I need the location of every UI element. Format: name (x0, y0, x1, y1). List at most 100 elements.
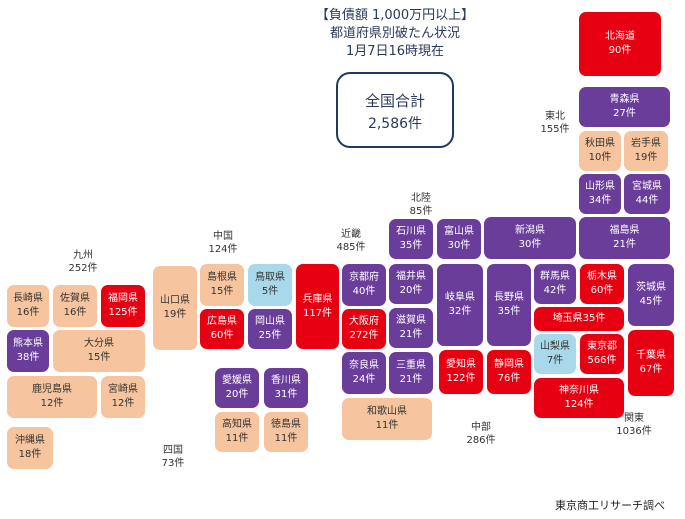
pref-nagasaki: 長崎県 16件 (7, 285, 49, 327)
region-kanto-name: 関東 (624, 413, 644, 424)
pref-fukuoka: 福岡県 125件 (101, 285, 145, 327)
pref-tokyo-count: 566件 (587, 355, 617, 366)
pref-iwate-count: 19件 (634, 152, 658, 163)
pref-yamaguchi: 山口県 19件 (153, 266, 197, 350)
pref-oita-name: 大分県 (84, 338, 114, 349)
pref-hokkaido-name: 北海道 (605, 31, 635, 42)
pref-kanagawa: 神奈川県 124件 (534, 378, 624, 418)
region-kanto-count: 1036件 (616, 426, 652, 437)
region-shikoku: 四国 73件 (148, 444, 198, 470)
title-line-1: 【負債額 1,000万円以上】 (315, 8, 475, 23)
pref-fukushima-count: 21件 (613, 239, 636, 250)
pref-kagawa: 香川県 31件 (264, 368, 308, 408)
pref-gunma: 群馬県 42件 (534, 264, 576, 304)
region-chugoku-count: 124件 (208, 244, 238, 255)
region-chubu: 中部 286件 (456, 421, 506, 447)
pref-osaka: 大阪府 272件 (342, 309, 386, 349)
region-tohoku: 東北 155件 (530, 110, 580, 136)
pref-yamaguchi-name: 山口県 (160, 295, 190, 306)
pref-yamanashi-name: 山梨県 (540, 341, 570, 352)
pref-yamanashi-count: 7件 (546, 355, 564, 366)
pref-kagoshima-count: 12件 (40, 398, 64, 409)
pref-saga-name: 佐賀県 (60, 293, 90, 304)
title-line-2: 都道府県別破たん状況 (329, 26, 460, 41)
region-kyushu-count: 252件 (68, 263, 98, 274)
pref-kumamoto-name: 熊本県 (13, 338, 43, 349)
pref-akita-count: 10件 (588, 152, 612, 163)
pref-chiba: 千葉県 67件 (628, 330, 674, 396)
pref-tokyo-name: 東京都 (587, 341, 617, 352)
pref-niigata-name: 新潟県 (515, 225, 545, 236)
source-credit: 東京商工リサーチ調べ (555, 499, 665, 512)
pref-yamaguchi-count: 19件 (163, 309, 187, 320)
pref-ibaraki-name: 茨城県 (636, 282, 666, 293)
pref-hokkaido: 北海道 90件 (579, 12, 661, 76)
pref-tochigi: 栃木県 60件 (580, 264, 624, 304)
pref-ishikawa-name: 石川県 (396, 226, 426, 237)
pref-nara: 奈良県 24件 (342, 352, 386, 394)
pref-hyogo-count: 117件 (302, 307, 333, 319)
pref-hyogo-name: 兵庫県 (302, 293, 333, 305)
region-kinki-count: 485件 (336, 242, 366, 253)
region-shikoku-count: 73件 (161, 458, 185, 469)
pref-saitama: 埼玉県 35件 (534, 307, 624, 331)
pref-aichi-name: 愛知県 (446, 359, 476, 370)
pref-oita-count: 15件 (87, 352, 111, 363)
pref-kagoshima-name: 鹿児島県 (32, 384, 72, 395)
region-kyushu-name: 九州 (73, 250, 93, 261)
pref-okayama-name: 岡山県 (255, 316, 285, 327)
pref-okayama-count: 25件 (258, 330, 282, 341)
pref-ibaraki-count: 45件 (639, 296, 663, 307)
region-tohoku-name: 東北 (545, 111, 565, 122)
pref-nara-count: 24件 (352, 374, 376, 385)
pref-kyoto-count: 40件 (352, 286, 376, 297)
pref-osaka-count: 272件 (349, 330, 379, 341)
pref-iwate: 岩手県 19件 (624, 131, 668, 171)
pref-niigata: 新潟県 30件 (484, 217, 576, 259)
pref-tottori-count: 5件 (261, 286, 279, 297)
pref-hokkaido-count: 90件 (608, 45, 632, 56)
region-kanto: 関東 1036件 (604, 412, 664, 438)
pref-osaka-name: 大阪府 (349, 316, 379, 327)
pref-aomori-name: 青森県 (609, 94, 640, 105)
pref-nara-name: 奈良県 (349, 360, 379, 371)
pref-fukui-name: 福井県 (396, 271, 426, 282)
pref-ishikawa: 石川県 35件 (389, 219, 433, 259)
region-kinki-name: 近畿 (341, 229, 361, 240)
pref-kochi: 高知県 11件 (215, 412, 259, 452)
pref-okinawa-name: 沖縄県 (15, 435, 45, 446)
pref-aomori-count: 27件 (613, 108, 636, 119)
pref-kumamoto: 熊本県 38件 (7, 330, 49, 372)
pref-gifu-count: 32件 (448, 306, 472, 317)
pref-wakayama-count: 11件 (375, 420, 399, 431)
pref-shimane-name: 島根県 (207, 272, 237, 283)
pref-mie-name: 三重県 (396, 360, 426, 371)
region-hokuriku: 北陸 85件 (396, 192, 446, 218)
pref-miyagi-name: 宮城県 (632, 181, 662, 192)
pref-kyoto-name: 京都府 (349, 272, 379, 283)
pref-mie-count: 21件 (399, 374, 423, 385)
pref-saitama-name: 埼玉県 (552, 313, 583, 324)
region-chugoku-name: 中国 (213, 231, 233, 242)
pref-miyazaki-count: 12件 (111, 398, 135, 409)
region-chugoku: 中国 124件 (198, 230, 248, 256)
pref-shizuoka-name: 静岡県 (494, 359, 524, 370)
pref-tochigi-count: 60件 (590, 285, 614, 296)
pref-fukui-count: 20件 (399, 285, 423, 296)
pref-yamagata: 山形県 34件 (579, 174, 621, 214)
pref-toyama: 富山県 30件 (437, 219, 481, 259)
pref-tokyo: 東京都 566件 (580, 334, 624, 374)
pref-gunma-count: 42件 (543, 285, 567, 296)
pref-gifu-name: 岐阜県 (445, 292, 475, 303)
pref-tottori: 鳥取県 5件 (248, 264, 292, 306)
pref-okinawa: 沖縄県 18件 (7, 427, 53, 469)
pref-ehime-count: 20件 (225, 389, 249, 400)
pref-toyama-count: 30件 (447, 240, 471, 251)
pref-tokushima: 徳島県 11件 (264, 412, 308, 452)
pref-gifu: 岐阜県 32件 (437, 264, 483, 346)
pref-fukuoka-count: 125件 (108, 307, 138, 318)
pref-wakayama-name: 和歌山県 (367, 406, 407, 417)
pref-hiroshima-count: 60件 (210, 330, 234, 341)
pref-hiroshima-name: 広島県 (207, 316, 237, 327)
pref-hiroshima: 広島県 60件 (200, 309, 244, 349)
